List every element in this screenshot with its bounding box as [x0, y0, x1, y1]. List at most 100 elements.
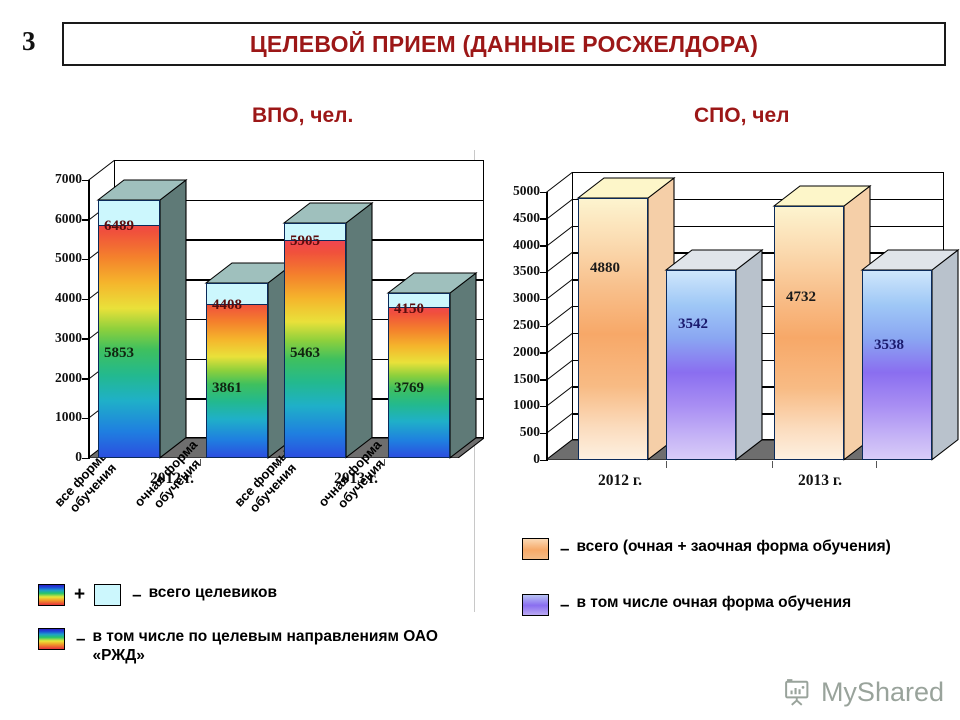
y-axis-tick: [540, 191, 546, 193]
y-axis-tick: [540, 298, 546, 301]
y-axis-tick: [82, 179, 88, 181]
legend-label-rzd: в том числе по целевым направлениям ОАО …: [92, 628, 438, 664]
y-axis-tick: [540, 271, 546, 274]
y-axis-tick: [82, 338, 88, 340]
depth-connector: [546, 252, 573, 274]
bar-value-label: 3769: [394, 380, 424, 397]
bar-value-label: 4880: [590, 259, 620, 276]
bar: [96, 179, 188, 460]
depth-connector: [88, 160, 115, 181]
bar-front-face: [774, 206, 844, 460]
legend-label-spo-fulltime: в том числе очная форма обучения: [576, 594, 852, 611]
bar: [386, 272, 478, 460]
y-axis-tick: [540, 325, 546, 327]
bar-front-face: [284, 223, 346, 458]
spo-legend-item-fulltime: – в том числе очная форма обучения: [522, 594, 942, 616]
y-axis-label: 5000: [513, 183, 540, 198]
y-axis-tick: [540, 432, 546, 435]
gridline: [572, 198, 944, 201]
bar-value-label: 6489: [104, 217, 134, 234]
y-axis-label: 3000: [513, 290, 540, 306]
y-axis-label: 2500: [513, 317, 540, 332]
bar: [204, 261, 296, 460]
group-label: 2013 г.: [798, 472, 843, 489]
vpo-legend-item-total: + – всего целевиков: [38, 584, 458, 606]
legend-dash: –: [132, 585, 142, 604]
depth-connector: [546, 225, 573, 247]
vpo-legend-item-rzd: – в том числе по целевым направлениям ОА…: [38, 628, 468, 666]
page-title: ЦЕЛЕВОЙ ПРИЕМ (ДАННЫЕ РОСЖЕЛДОРА): [249, 30, 759, 57]
y-axis-label: 1500: [513, 370, 540, 386]
bar-cap-segment: [206, 282, 268, 305]
bar-3d-faces: [386, 272, 478, 460]
presentation-board-icon: [785, 678, 809, 706]
bar-cap-segment: [284, 223, 346, 242]
y-axis-tick: [540, 405, 546, 408]
group-label: 2013 г.: [334, 470, 379, 487]
depth-connector: [546, 306, 573, 327]
y-axis-label: 2000: [55, 369, 82, 385]
bar-front-face: [206, 282, 268, 458]
bar-value-label: 5905: [290, 233, 320, 250]
y-axis-label: 500: [519, 424, 540, 440]
depth-connector: [546, 279, 573, 301]
x-axis-tick: [280, 459, 282, 466]
bar-3d-faces: [96, 179, 188, 460]
depth-connector: [546, 198, 573, 220]
legend-label-spo-total: всего (очная + заочная форма обучения): [576, 538, 891, 555]
y-axis-tick: [540, 218, 546, 220]
bar-value-label: 3542: [678, 316, 708, 332]
y-axis-label: 0: [75, 449, 82, 464]
bar-value-label: 5463: [290, 344, 320, 361]
y-axis: [546, 192, 548, 461]
bar-value-label: 3538: [874, 337, 904, 354]
bar-3d-faces: [282, 202, 374, 460]
y-axis-tick: [540, 379, 546, 381]
bar-cap-segment: [388, 293, 450, 309]
y-axis-label: 1000: [55, 409, 82, 425]
slide-number: 3: [22, 26, 36, 56]
group-label: 2012 г.: [150, 470, 195, 487]
legend-swatch-purple: [522, 594, 549, 616]
legend-dash: –: [560, 595, 570, 614]
y-axis-label: 3000: [55, 329, 82, 345]
y-axis-tick: [82, 457, 88, 459]
y-axis-label: 7000: [55, 171, 82, 186]
gridline: [572, 172, 944, 174]
spo-legend-item-total: – всего (очная + заочная форма обучения): [522, 538, 932, 560]
legend-swatch-cyan: [94, 584, 122, 606]
bar: [282, 202, 374, 460]
y-axis: [88, 180, 90, 459]
bar-cap-segment: [98, 200, 160, 226]
bar-value-label: 3861: [212, 380, 242, 397]
title-box: ЦЕЛЕВОЙ ПРИЕМ (ДАННЫЕ РОСЖЕЛДОРА): [62, 22, 946, 66]
y-axis-label: 3500: [513, 263, 540, 279]
y-axis-tick: [82, 258, 88, 261]
y-axis-tick: [540, 459, 546, 461]
bar: [860, 249, 960, 462]
x-axis-tick: [200, 459, 202, 466]
legend-swatch-rainbow: [38, 628, 65, 650]
y-axis-tick: [540, 245, 546, 247]
bar-front-face: [666, 270, 736, 460]
y-axis-label: 6000: [55, 210, 82, 226]
depth-connector: [546, 172, 573, 193]
y-axis-label: 4000: [513, 236, 540, 252]
depth-connector: [546, 359, 573, 381]
bar: [664, 249, 764, 462]
legend-label-total: всего целевиков: [148, 584, 278, 601]
bar: [576, 177, 676, 462]
legend-dash: –: [560, 539, 570, 558]
bar-front-face: [862, 270, 932, 460]
vpo-chart-title: ВПО, чел.: [252, 104, 354, 127]
bar-value-label: 4150: [394, 300, 424, 317]
legend-swatch-rainbow: [38, 584, 65, 606]
depth-connector: [546, 332, 573, 354]
x-axis-tick: [772, 461, 774, 468]
x-axis-tick: [666, 461, 668, 468]
legend-dash: –: [76, 629, 86, 648]
y-axis-label: 5000: [55, 250, 82, 266]
gridline: [114, 160, 484, 162]
bar-3d-faces: [664, 249, 764, 462]
